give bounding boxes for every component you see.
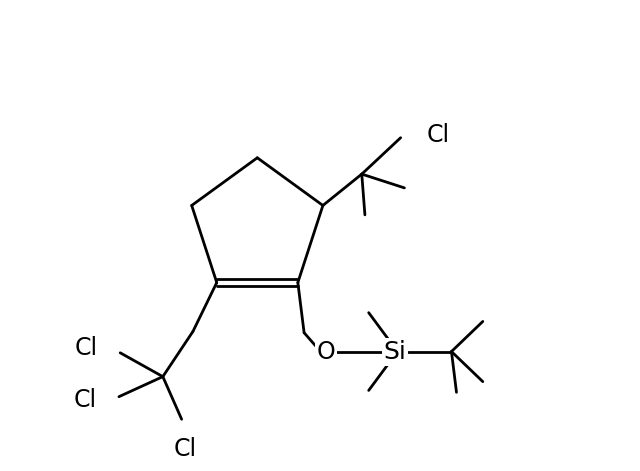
Text: Cl: Cl bbox=[173, 437, 196, 461]
Text: Cl: Cl bbox=[427, 122, 450, 146]
Text: Si: Si bbox=[383, 340, 406, 364]
Text: Cl: Cl bbox=[75, 336, 99, 360]
Text: O: O bbox=[317, 340, 335, 364]
Text: Cl: Cl bbox=[74, 388, 97, 412]
